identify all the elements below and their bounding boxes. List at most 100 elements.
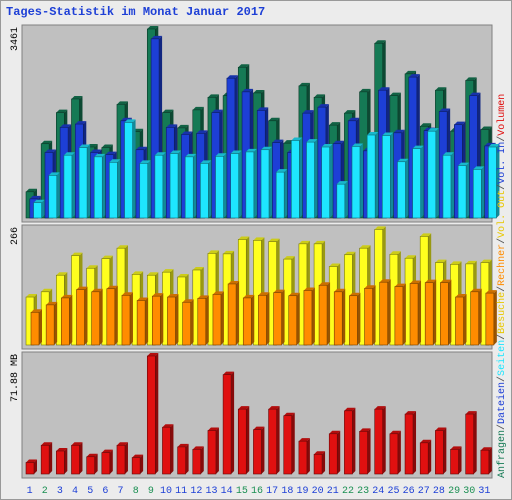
bar-rechner-day-9 [151, 293, 164, 346]
x-tick-label: 21 [327, 486, 339, 497]
bar-volumen-day-3 [56, 448, 68, 475]
legend-entry: Vol. Out [496, 190, 508, 238]
bar-volumen-day-14 [222, 371, 235, 475]
x-tick-label: 1 [27, 486, 33, 497]
x-tick-label: 25 [387, 486, 399, 497]
bar-rechner-day-1 [30, 309, 42, 346]
legend-entry: / [496, 376, 508, 382]
x-tick-label: 3 [57, 486, 63, 497]
bar-volumen-day-19 [298, 438, 310, 475]
legend-entry: / [496, 334, 508, 340]
bar-volumen-day-23 [359, 428, 371, 475]
bar-seiten-day-1 [33, 199, 45, 219]
bar-seiten-day-31 [488, 144, 500, 219]
bar-seiten-day-14 [230, 150, 242, 219]
x-tick-label: 20 [312, 486, 324, 497]
bar-seiten-day-6 [109, 159, 121, 219]
bar-seiten-day-19 [306, 139, 318, 219]
x-tick-label: 7 [118, 486, 124, 497]
bar-volumen-day-18 [283, 412, 295, 475]
bar-volumen-day-5 [86, 453, 98, 475]
bar-seiten-day-23 [366, 131, 379, 219]
x-tick-label: 31 [478, 486, 490, 497]
bar-volumen-day-10 [162, 424, 174, 475]
bar-volumen-day-12 [192, 446, 204, 475]
bar-volumen-day-15 [237, 406, 250, 475]
bar-rechner-day-12 [197, 295, 209, 346]
x-tick-label: 14 [221, 486, 233, 497]
bar-rechner-day-26 [409, 280, 422, 346]
bar-rechner-day-24 [379, 279, 391, 346]
bar-volumen-day-28 [435, 427, 447, 475]
legend-entry: / [496, 136, 508, 142]
bar-rechner-day-18 [288, 292, 300, 346]
x-tick-label: 27 [418, 486, 430, 497]
bar-rechner-day-30 [470, 288, 482, 346]
legend-entry: / [496, 424, 508, 430]
bar-seiten-day-16 [260, 146, 273, 219]
bar-rechner-day-31 [485, 290, 497, 346]
bar-rechner-day-15 [242, 294, 255, 346]
x-tick-label: 2 [42, 486, 48, 497]
bar-seiten-day-24 [382, 132, 394, 219]
bar-rechner-day-5 [91, 288, 103, 346]
bar-seiten-day-26 [412, 145, 424, 219]
bar-rechner-day-17 [273, 289, 285, 346]
bar-rechner-day-28 [440, 279, 452, 346]
bar-volumen-day-20 [313, 451, 326, 475]
bar-seiten-day-21 [336, 181, 348, 219]
x-tick-label: 12 [190, 486, 202, 497]
bar-seiten-day-15 [245, 148, 257, 219]
bar-volumen-day-30 [465, 411, 477, 475]
bar-seiten-day-13 [215, 153, 227, 219]
x-tick-label: 10 [160, 486, 172, 497]
bar-volumen-day-24 [374, 406, 386, 475]
x-tick-label: 8 [133, 486, 139, 497]
x-tick-label: 28 [433, 486, 445, 497]
bar-seiten-day-4 [78, 144, 91, 219]
bar-rechner-day-16 [258, 292, 270, 346]
x-tick-label: 24 [372, 486, 384, 497]
legend-entry: Vol. In [496, 142, 508, 184]
bar-volumen-day-7 [116, 442, 128, 475]
legend-entry: Rechner [496, 244, 508, 286]
y-max-label-middle: 266 [10, 227, 21, 245]
bar-volumen-day-17 [268, 406, 280, 475]
bar-rechner-day-8 [136, 297, 149, 346]
bar-seiten-day-11 [184, 153, 197, 219]
bar-rechner-day-23 [364, 285, 376, 346]
bar-rechner-day-21 [333, 288, 346, 346]
x-tick-label: 5 [87, 486, 93, 497]
bar-rechner-day-20 [318, 282, 331, 346]
bar-volumen-day-22 [344, 407, 356, 475]
bar-seiten-day-2 [48, 172, 60, 219]
bar-volumen-day-26 [404, 411, 417, 475]
page-title: Tages-Statistik im Monat Januar 2017 [6, 5, 266, 19]
bar-seiten-day-20 [321, 144, 333, 219]
bar-seiten-day-27 [427, 128, 439, 219]
x-tick-label: 22 [342, 486, 354, 497]
bar-seiten-day-29 [457, 162, 470, 219]
bar-rechner-day-25 [394, 283, 406, 346]
bar-volumen-day-8 [131, 454, 144, 475]
bar-volumen-day-21 [328, 430, 341, 475]
bar-volumen-day-6 [101, 449, 113, 475]
bar-volumen-day-9 [146, 353, 159, 475]
x-tick-label: 4 [72, 486, 78, 497]
x-tick-label: 13 [206, 486, 218, 497]
bar-volumen-day-4 [71, 442, 83, 475]
legend-entry: Anfragen [496, 430, 508, 478]
bar-seiten-day-5 [93, 153, 106, 219]
bar-seiten-day-7 [124, 119, 136, 219]
bar-seiten-day-25 [397, 158, 409, 219]
x-tick-label: 30 [463, 486, 475, 497]
bar-rechner-day-11 [182, 299, 194, 346]
bar-seiten-day-3 [63, 152, 75, 219]
bar-rechner-day-3 [61, 294, 73, 346]
bar-rechner-day-14 [227, 280, 240, 346]
bar-rechner-day-27 [424, 279, 437, 346]
x-tick-label: 9 [148, 486, 154, 497]
bar-seiten-day-18 [291, 137, 303, 219]
right-legend: Anfragen/Dateien/Seiten/Besuche/Rechner/… [496, 94, 508, 478]
